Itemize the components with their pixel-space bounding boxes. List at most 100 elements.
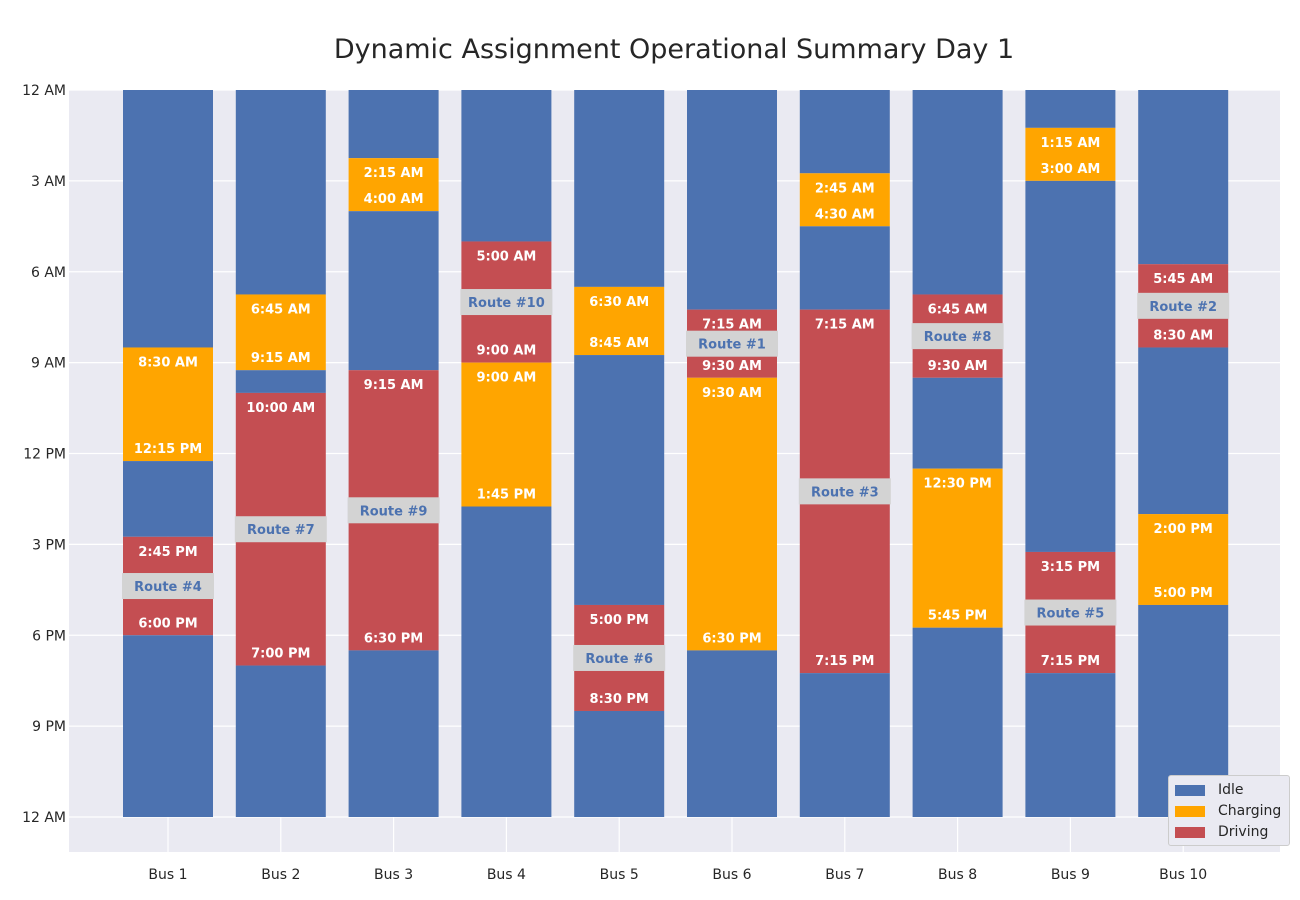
route-box-route-1	[686, 330, 778, 357]
x-tick-label: Bus 9	[1051, 867, 1090, 883]
route-box-route-6	[573, 644, 666, 671]
y-tick-label: 6 AM	[31, 265, 66, 281]
bar-bus-10-charging-3	[1138, 514, 1229, 605]
route-label: Route #2	[1149, 300, 1217, 315]
bar-bus-9-idle-2	[1025, 180, 1116, 552]
segment-end-label: 7:00 PM	[251, 647, 310, 662]
x-tick-label: Bus 1	[148, 867, 187, 883]
bar-bus-10-idle-0	[1138, 90, 1229, 265]
x-tick-label: Bus 8	[938, 867, 977, 883]
bar-bus-7-idle-4	[799, 673, 890, 817]
segment-start-label: 7:15 AM	[815, 318, 875, 333]
bar-bus-1-idle-2	[123, 461, 213, 537]
bar-bus-4-charging-2	[461, 362, 552, 507]
bar-bus-3-idle-0	[348, 90, 439, 159]
bar-bus-5-idle-2	[574, 355, 665, 605]
bar-bus-8-idle-4	[912, 627, 1003, 817]
bar-bus-4-idle-3	[461, 506, 552, 817]
legend-item-idle: Idle	[1175, 780, 1244, 800]
route-label: Route #8	[924, 330, 992, 345]
bar-bus-6-charging-2	[687, 377, 777, 651]
segment-end-label: 4:00 AM	[364, 192, 424, 207]
segment-end-label: 9:15 AM	[251, 351, 311, 366]
segment-end-label: 9:00 AM	[476, 344, 536, 359]
segment-start-label: 1:15 AM	[1040, 136, 1100, 151]
segment-start-label: 3:15 PM	[1041, 560, 1100, 575]
bar-bus-5-idle-4	[574, 710, 665, 817]
segment-end-label: 6:30 PM	[364, 631, 423, 646]
bar-bus-1-idle-0	[123, 90, 213, 348]
bar-bus-3-idle-4	[348, 650, 439, 817]
y-tick-label: 12 PM	[23, 447, 66, 463]
bar-bus-7-idle-0	[799, 90, 890, 174]
segment-start-label: 8:30 AM	[138, 355, 198, 370]
segment-start-label: 5:45 AM	[1153, 272, 1213, 287]
route-label: Route #1	[698, 338, 766, 353]
segment-end-label: 3:00 AM	[1040, 162, 1100, 177]
route-box-route-3	[798, 478, 891, 505]
y-tick-label: 12 AM	[22, 83, 66, 99]
segment-start-label: 9:15 AM	[364, 378, 424, 393]
bar-bus-3-idle-2	[348, 211, 439, 371]
segment-start-label: 5:00 AM	[476, 249, 536, 264]
bar-bus-6-idle-0	[687, 90, 777, 310]
legend-label-driving: Driving	[1218, 824, 1269, 840]
segment-end-label: 9:30 AM	[702, 359, 762, 374]
segment-start-label: 2:00 PM	[1154, 522, 1213, 537]
legend-swatch-idle	[1175, 784, 1205, 796]
segment-start-label: 6:30 AM	[589, 295, 649, 310]
route-box-route-9	[347, 497, 440, 524]
route-label: Route #3	[811, 485, 879, 500]
bar-bus-9-idle-4	[1025, 673, 1116, 817]
y-tick-label: 9 AM	[31, 356, 66, 372]
segment-end-label: 7:15 PM	[1041, 654, 1100, 669]
route-label: Route #9	[360, 504, 428, 519]
legend-label-idle: Idle	[1218, 782, 1244, 798]
legend: Idle Charging Driving	[1168, 775, 1290, 846]
bar-bus-2-idle-4	[235, 665, 326, 817]
route-box-route-4	[122, 573, 214, 600]
legend-item-charging: Charging	[1175, 801, 1281, 821]
x-tick-label: Bus 5	[600, 867, 639, 883]
route-box-route-7	[234, 516, 327, 543]
x-tick-label: Bus 2	[261, 867, 300, 883]
segment-start-label: 2:15 AM	[364, 166, 424, 181]
x-tick-label: Bus 6	[712, 867, 751, 883]
y-tick-label: 3 PM	[32, 537, 66, 553]
segment-end-label: 4:30 AM	[815, 207, 875, 222]
bar-bus-8-charging-3	[912, 468, 1003, 628]
bar-bus-9-idle-0	[1025, 90, 1116, 128]
segment-start-label: 2:45 PM	[138, 545, 197, 560]
route-label: Route #7	[247, 523, 315, 538]
bar-bus-3-charging-1	[348, 158, 439, 212]
route-label: Route #4	[134, 580, 202, 595]
legend-swatch-charging	[1175, 805, 1205, 817]
segment-end-label: 6:30 PM	[702, 631, 761, 646]
x-tick-label: Bus 4	[487, 867, 526, 883]
segment-start-label: 6:45 AM	[928, 302, 988, 317]
segment-start-label: 12:30 PM	[923, 477, 991, 492]
segment-start-label: 6:45 AM	[251, 302, 311, 317]
y-axis: 12 AM 3 AM 6 AM 9 AM 12 PM 3 PM 6 PM 9 PM 12 AM	[22, 83, 66, 826]
segment-end-label: 5:00 PM	[1154, 586, 1213, 601]
x-axis: Bus 1 Bus 2 Bus 3 Bus 4 Bus 5 Bus 6 Bus 7 Bus 8…	[148, 867, 1207, 883]
bar-bus-4-idle-0	[461, 90, 552, 242]
x-tick-label: Bus 7	[825, 867, 864, 883]
route-box-route-5	[1024, 599, 1117, 626]
bar-bus-8-idle-2	[912, 377, 1003, 469]
bar-bus-9-charging-1	[1025, 127, 1116, 181]
x-tick-label: Bus 3	[374, 867, 413, 883]
bar-bus-1-idle-4	[123, 635, 213, 817]
segment-end-label: 12:15 PM	[134, 442, 202, 457]
y-tick-label: 6 PM	[32, 628, 66, 644]
route-label: Route #6	[585, 652, 653, 667]
segment-start-label: 2:45 AM	[815, 181, 875, 196]
segment-labels: 8:30 AM 12:15 PM 2:45 PM 6:00 PM Route #4 6:4…	[122, 136, 1230, 707]
chart-title: Dynamic Assignment Operational Summary D…	[333, 34, 1015, 65]
bar-bus-6-idle-3	[687, 650, 777, 817]
bar-bus-7-idle-2	[799, 226, 890, 310]
segment-end-label: 7:15 PM	[815, 654, 874, 669]
y-tick-label: 12 AM	[22, 810, 66, 826]
bar-bus-2-charging-1	[235, 294, 326, 371]
